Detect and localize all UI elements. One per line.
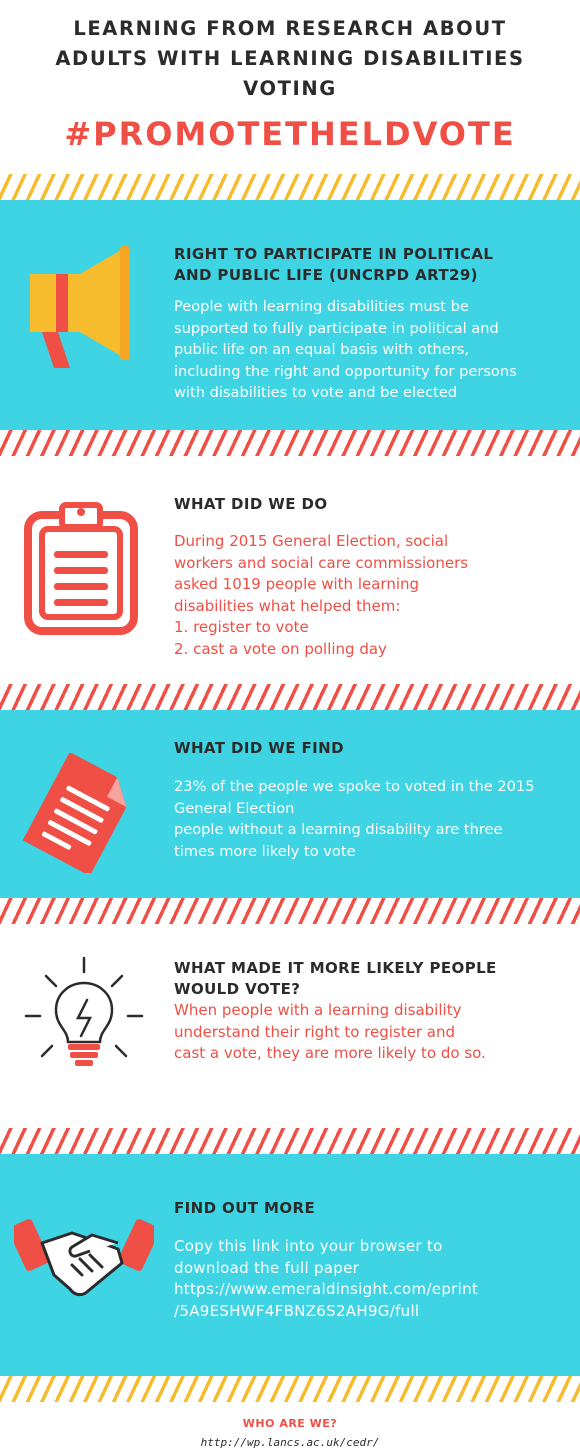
section-heading: WHAT DID WE DO bbox=[174, 495, 328, 513]
section-body: During 2015 General Election, social wor… bbox=[174, 532, 469, 658]
handshake-icon bbox=[8, 1213, 160, 1307]
megaphone-icon bbox=[20, 244, 145, 373]
footer-link[interactable]: http://wp.lancs.ac.uk/cedr/ bbox=[200, 1436, 380, 1449]
clipboard-icon bbox=[24, 497, 139, 641]
title-line: VOTING bbox=[243, 77, 337, 100]
document-icon bbox=[18, 751, 138, 877]
stripe-divider bbox=[0, 174, 580, 200]
section-heading: RIGHT TO PARTICIPATE IN POLITICAL AND PU… bbox=[174, 245, 494, 284]
section-heading: FIND OUT MORE bbox=[174, 1199, 316, 1217]
section-heading: WHAT DID WE FIND bbox=[174, 739, 344, 757]
hashtag: #PROMOTETHELDVOTE bbox=[64, 115, 516, 153]
stripe-divider bbox=[0, 430, 580, 456]
section-body: Copy this link into your browser to down… bbox=[174, 1236, 566, 1322]
paper-link[interactable]: https://www.emeraldinsight.com/eprint bbox=[174, 1280, 479, 1298]
stripe-divider bbox=[0, 898, 580, 924]
section-body: People with learning disabilities must b… bbox=[174, 298, 517, 401]
paper-link[interactable]: /5A9ESHWF4FBNZ6S2AH9G/full bbox=[174, 1301, 420, 1320]
title-line: ADULTS WITH LEARNING DISABILITIES bbox=[55, 47, 525, 70]
title-line: LEARNING FROM RESEARCH ABOUT bbox=[73, 17, 507, 40]
who-are-we-label: WHO ARE WE? bbox=[242, 1417, 338, 1430]
stripe-divider bbox=[0, 1376, 580, 1402]
section-heading: WHAT MADE IT MORE LIKELY PEOPLE WOULD VO… bbox=[174, 959, 497, 998]
stripe-divider bbox=[0, 1128, 580, 1154]
page-title: LEARNING FROM RESEARCH ABOUT ADULTS WITH… bbox=[0, 14, 580, 104]
stripe-divider bbox=[0, 684, 580, 710]
lightbulb-icon bbox=[22, 956, 147, 1075]
section-body: When people with a learning disability u… bbox=[174, 1001, 486, 1062]
section-body: 23% of the people we spoke to voted in t… bbox=[174, 778, 535, 860]
